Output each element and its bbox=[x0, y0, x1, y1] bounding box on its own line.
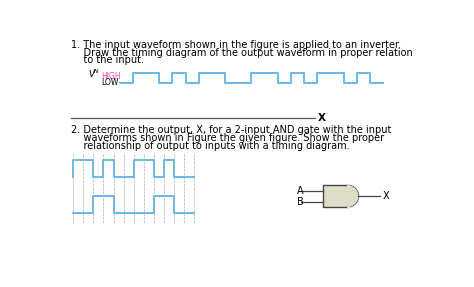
Text: IN: IN bbox=[92, 69, 99, 75]
Text: V: V bbox=[89, 70, 95, 79]
Polygon shape bbox=[347, 185, 358, 207]
Text: relationship of output to inputs with a timing diagram.: relationship of output to inputs with a … bbox=[71, 141, 349, 151]
Text: X: X bbox=[317, 113, 325, 123]
Text: LOW: LOW bbox=[101, 78, 118, 87]
Text: B: B bbox=[297, 197, 304, 207]
Text: waveforms shown in Figure the given figure. Show the proper: waveforms shown in Figure the given figu… bbox=[71, 133, 384, 143]
Text: 1. The input waveform shown in the figure is applied to an inverter.: 1. The input waveform shown in the figur… bbox=[71, 40, 401, 50]
Text: A: A bbox=[297, 186, 304, 196]
FancyBboxPatch shape bbox=[323, 185, 347, 207]
Text: X: X bbox=[383, 191, 389, 201]
Text: Draw the timing diagram of the output waveform in proper relation: Draw the timing diagram of the output wa… bbox=[71, 48, 413, 57]
Text: 2. Determine the output, X, for a 2-input AND gate with the input: 2. Determine the output, X, for a 2-inpu… bbox=[71, 125, 391, 135]
Text: to the input.: to the input. bbox=[71, 55, 144, 65]
Text: HIGH: HIGH bbox=[101, 72, 121, 81]
